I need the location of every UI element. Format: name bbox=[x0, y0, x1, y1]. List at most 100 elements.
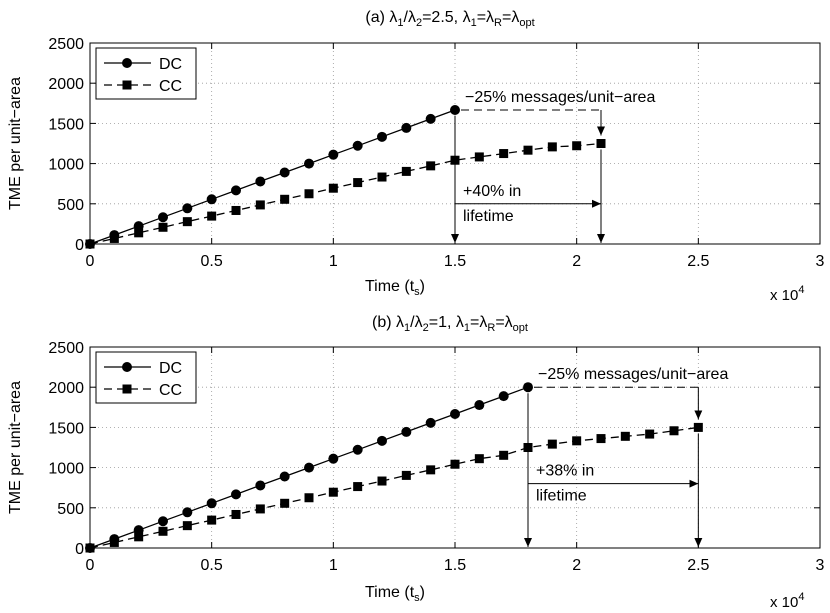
point-cc bbox=[474, 152, 484, 162]
point-cc bbox=[669, 426, 679, 436]
legend-label-cc: CC bbox=[159, 382, 182, 399]
x-tick-label: 2 bbox=[572, 557, 581, 574]
annotations: −25% messages/unit−area +38% in lifetime bbox=[524, 366, 728, 547]
messages-annotation: −25% messages/unit−area bbox=[465, 89, 655, 106]
point-dc bbox=[304, 158, 314, 169]
point-cc bbox=[620, 431, 630, 441]
point-dc bbox=[231, 185, 241, 196]
x-tick-label: 2.5 bbox=[687, 253, 709, 270]
point-dc bbox=[206, 194, 217, 205]
point-cc bbox=[499, 450, 509, 460]
point-dc bbox=[279, 471, 290, 482]
point-dc bbox=[182, 507, 193, 518]
point-cc bbox=[304, 189, 314, 199]
x-axis-multiplier: x 104 bbox=[770, 284, 804, 304]
point-dc bbox=[474, 400, 485, 411]
legend-marker-cc bbox=[122, 80, 132, 90]
series-line-cc bbox=[89, 426, 699, 549]
legend-box bbox=[95, 47, 197, 100]
legend-box bbox=[95, 351, 197, 404]
point-dc bbox=[158, 516, 168, 527]
point-cc bbox=[426, 161, 436, 171]
x-tick-label: 0 bbox=[86, 557, 95, 574]
point-cc bbox=[328, 487, 338, 497]
point-cc bbox=[523, 145, 533, 155]
y-tick-labels: 0 500 1000 1500 2000 2500 bbox=[48, 340, 84, 558]
x-tick-label: 1.5 bbox=[444, 253, 466, 270]
x-tick-label: 2.5 bbox=[687, 557, 709, 574]
series-markers bbox=[85, 104, 606, 249]
point-cc bbox=[328, 183, 338, 193]
point-cc bbox=[353, 178, 363, 188]
point-dc bbox=[328, 453, 339, 464]
y-axis-label: TME per unit−area bbox=[7, 381, 24, 514]
point-cc bbox=[280, 194, 290, 204]
point-dc bbox=[206, 498, 217, 509]
y-tick-label: 500 bbox=[57, 197, 84, 214]
x-axis-label: Time (ts) bbox=[365, 278, 425, 298]
point-dc bbox=[523, 382, 533, 393]
point-dc bbox=[450, 104, 460, 115]
point-cc bbox=[547, 439, 557, 449]
legend: DC CC bbox=[95, 47, 197, 100]
y-tick-label: 1000 bbox=[48, 461, 84, 478]
x-axis-multiplier: x 104 bbox=[770, 591, 804, 611]
point-cc bbox=[645, 429, 655, 439]
point-dc bbox=[255, 176, 266, 187]
y-tick-label: 0 bbox=[75, 541, 84, 558]
point-dc bbox=[450, 408, 460, 419]
series-lines bbox=[89, 109, 602, 245]
lifetime-annotation-line2: lifetime bbox=[536, 488, 587, 505]
legend-marker-dc bbox=[122, 362, 132, 372]
y-tick-labels: 0 500 1000 1500 2000 2500 bbox=[48, 36, 84, 254]
y-tick-label: 0 bbox=[75, 237, 84, 254]
point-cc bbox=[450, 459, 460, 469]
point-cc bbox=[207, 515, 217, 525]
y-tick-label: 2000 bbox=[48, 76, 84, 93]
point-cc bbox=[596, 139, 606, 148]
x-axis-label: Time (ts) bbox=[365, 584, 425, 604]
legend-label-dc: DC bbox=[159, 56, 182, 73]
point-cc bbox=[134, 532, 144, 542]
axes-frame bbox=[89, 346, 821, 549]
point-dc bbox=[255, 480, 266, 491]
legend-label-dc: DC bbox=[159, 360, 182, 377]
legend-label-cc: CC bbox=[159, 78, 182, 95]
point-dc bbox=[158, 212, 168, 223]
point-dc bbox=[231, 489, 241, 500]
axes-frame bbox=[89, 42, 821, 245]
point-cc bbox=[401, 166, 411, 176]
point-dc bbox=[377, 131, 387, 142]
point-cc bbox=[377, 172, 387, 182]
chart-panel-b: (b) λ1/λ2=1, λ1=λR=λopt 0 0.5 1 1.5 2 2.5 3 0 5… bbox=[7, 314, 825, 611]
x-tick-label: 2 bbox=[572, 253, 581, 270]
x-tick-label: 1.5 bbox=[444, 557, 466, 574]
y-tick-label: 1000 bbox=[48, 157, 84, 174]
point-dc bbox=[279, 167, 290, 178]
chart-title: (a) λ1/λ2=2.5, λ1=λR=λopt bbox=[365, 9, 534, 29]
point-cc bbox=[182, 521, 192, 531]
point-cc bbox=[499, 149, 509, 159]
y-tick-label: 2000 bbox=[48, 380, 84, 397]
y-tick-label: 2500 bbox=[48, 36, 84, 53]
point-dc bbox=[352, 140, 363, 151]
point-cc bbox=[158, 222, 168, 232]
point-cc bbox=[158, 526, 168, 536]
x-tick-labels: 0 0.5 1 1.5 2 2.5 3 bbox=[86, 253, 825, 270]
point-cc bbox=[547, 142, 557, 152]
legend-marker-cc bbox=[122, 384, 132, 394]
x-tick-label: 3 bbox=[816, 253, 825, 270]
y-tick-label: 1500 bbox=[48, 420, 84, 437]
y-tick-label: 1500 bbox=[48, 116, 84, 133]
point-cc bbox=[207, 211, 217, 221]
x-tick-label: 0.5 bbox=[201, 557, 223, 574]
point-cc bbox=[109, 233, 119, 243]
point-cc bbox=[474, 454, 484, 464]
chart-panel-a: (a) λ1/λ2=2.5, λ1=λR=λopt 0 0.5 1 1.5 2 2.5 3 … bbox=[7, 9, 825, 304]
point-dc bbox=[401, 426, 412, 437]
y-tick-label: 2500 bbox=[48, 340, 84, 357]
point-dc bbox=[425, 113, 436, 124]
lifetime-annotation-line1: +38% in bbox=[536, 463, 594, 480]
point-cc bbox=[255, 504, 265, 514]
